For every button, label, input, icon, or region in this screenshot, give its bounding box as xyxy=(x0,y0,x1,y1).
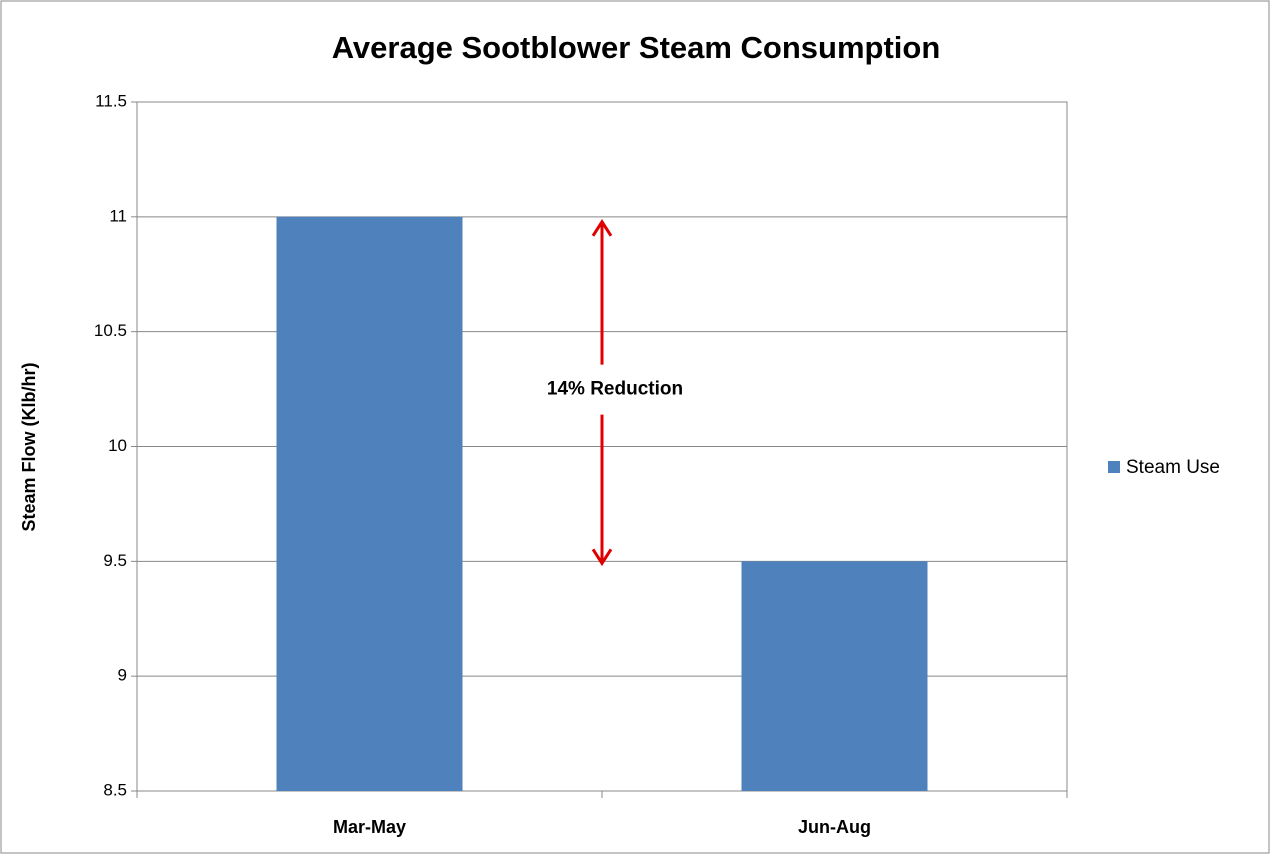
arrow-head xyxy=(591,219,613,237)
y-tick-label: 11 xyxy=(109,206,127,225)
legend-swatch xyxy=(1108,461,1120,473)
legend-label: Steam Use xyxy=(1126,457,1220,478)
y-tick-label: 10 xyxy=(108,436,127,455)
y-tick-label: 10.5 xyxy=(94,321,127,340)
x-tick-label: Jun-Aug xyxy=(798,817,871,837)
bar xyxy=(276,216,463,792)
y-tick-label: 11.5 xyxy=(95,91,127,110)
annotation: 14% Reduction xyxy=(547,379,683,400)
chart-title: Average Sootblower Steam Consumption xyxy=(332,30,941,65)
bar xyxy=(741,561,928,791)
x-tick-label: Mar-May xyxy=(333,817,406,837)
y-axis-label: Steam Flow (Klb/hr) xyxy=(19,362,39,531)
y-tick-label: 9.5 xyxy=(103,551,127,570)
y-tick-label: 9 xyxy=(118,666,127,685)
arrow-head xyxy=(591,548,613,567)
y-tick-label: 8.5 xyxy=(103,780,127,799)
